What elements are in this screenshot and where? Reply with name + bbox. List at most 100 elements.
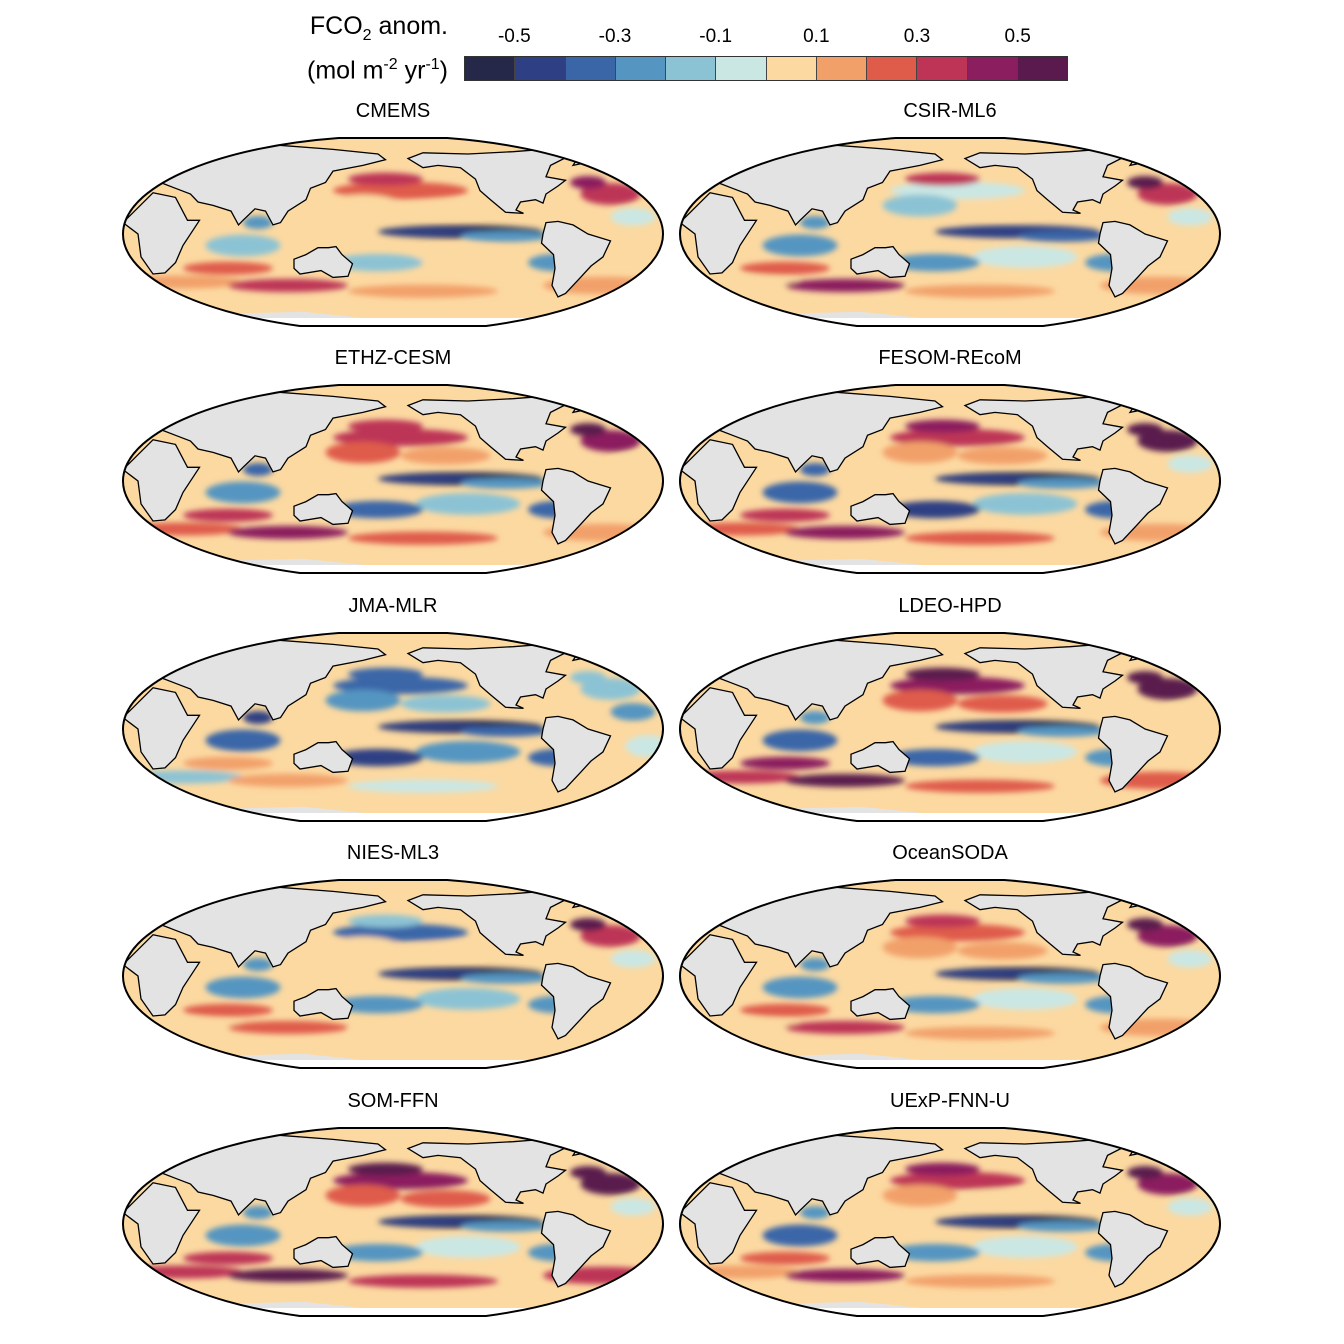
anomaly-region bbox=[415, 740, 521, 763]
anomaly-region bbox=[905, 419, 980, 433]
no-data-strip bbox=[680, 565, 1221, 573]
anomaly-region bbox=[243, 463, 273, 477]
anomaly-region bbox=[348, 172, 423, 186]
map-panel: ETHZ-CESM bbox=[119, 347, 667, 574]
anomaly-region bbox=[228, 1020, 348, 1034]
anomaly-region bbox=[680, 275, 800, 289]
panel-title: UExP-FNN-U bbox=[890, 1090, 1010, 1112]
anomaly-region bbox=[183, 508, 273, 522]
anomaly-region bbox=[325, 194, 401, 217]
anomaly-region bbox=[1127, 918, 1163, 932]
continent-land bbox=[123, 192, 201, 275]
world-map bbox=[679, 137, 1221, 327]
anomaly-region bbox=[348, 914, 423, 928]
ocean-field bbox=[680, 1128, 1221, 1316]
anomaly-region bbox=[972, 740, 1078, 763]
ocean-field bbox=[123, 633, 664, 821]
anomaly-region bbox=[400, 1190, 491, 1208]
anomaly-region bbox=[1167, 950, 1213, 968]
no-data-strip bbox=[123, 813, 664, 821]
anomaly-region bbox=[415, 987, 521, 1010]
anomaly-region bbox=[348, 531, 498, 545]
continent-land bbox=[540, 962, 612, 1040]
anomaly-region bbox=[680, 522, 800, 536]
anomaly-region bbox=[348, 1162, 423, 1176]
anomaly-region bbox=[957, 447, 1048, 465]
continent-land bbox=[709, 1134, 944, 1216]
map-panel: LDEO-HPD bbox=[676, 595, 1224, 822]
no-data-strip bbox=[680, 1060, 1221, 1068]
anomaly-region bbox=[123, 522, 243, 536]
anomaly-region bbox=[1127, 423, 1163, 437]
anomaly-region bbox=[882, 936, 958, 959]
anomaly-region bbox=[460, 1220, 551, 1232]
anomaly-region bbox=[205, 729, 281, 752]
anomaly-region bbox=[183, 756, 273, 770]
continent-land bbox=[293, 740, 354, 774]
anomaly-region bbox=[610, 950, 656, 968]
world-map bbox=[679, 1127, 1221, 1317]
continent-land bbox=[850, 1235, 911, 1269]
map-panel: JMA-MLR bbox=[119, 595, 667, 822]
map-outline bbox=[679, 632, 1221, 822]
map-outline bbox=[122, 384, 664, 574]
map-outline bbox=[122, 632, 664, 822]
colorbar-bin bbox=[666, 57, 717, 80]
ocean-field bbox=[680, 385, 1221, 573]
anomaly-region bbox=[243, 958, 273, 972]
continent-land bbox=[1097, 467, 1169, 545]
anomaly-region bbox=[785, 773, 905, 787]
anomaly-region bbox=[580, 678, 641, 700]
continent-land bbox=[123, 1182, 201, 1265]
anomaly-region bbox=[378, 474, 483, 484]
world-map bbox=[679, 879, 1221, 1069]
anomaly-region bbox=[570, 1166, 606, 1180]
continent-land bbox=[709, 391, 944, 473]
continent-land bbox=[152, 144, 387, 226]
anomaly-region bbox=[785, 278, 905, 292]
panel-title: SOM-FFN bbox=[347, 1090, 439, 1112]
anomaly-region bbox=[580, 183, 641, 205]
continent-land bbox=[1097, 220, 1169, 298]
anomaly-region bbox=[123, 1017, 243, 1031]
anomaly-region bbox=[957, 200, 1048, 218]
world-map bbox=[122, 137, 664, 327]
anomaly-region bbox=[348, 1274, 498, 1288]
anomaly-region bbox=[610, 1198, 656, 1216]
anomaly-region bbox=[1137, 1173, 1198, 1195]
world-map bbox=[679, 632, 1221, 822]
anomaly-region bbox=[243, 711, 273, 725]
anomaly-region bbox=[935, 227, 1040, 237]
anomaly-region bbox=[740, 756, 830, 770]
map-outline bbox=[679, 137, 1221, 327]
anomaly-region bbox=[123, 275, 243, 289]
anomaly-region bbox=[460, 230, 551, 242]
no-data-strip bbox=[123, 318, 664, 326]
continent-land bbox=[1097, 1210, 1169, 1288]
anomaly-region bbox=[762, 729, 838, 752]
anomaly-region bbox=[890, 995, 980, 1014]
anomaly-region bbox=[415, 245, 521, 268]
anomaly-region bbox=[1137, 183, 1198, 205]
map-outline bbox=[122, 879, 664, 1069]
anomaly-region bbox=[400, 695, 491, 713]
colorbar-bin bbox=[615, 57, 666, 80]
anomaly-region bbox=[610, 208, 656, 226]
anomaly-region bbox=[905, 172, 980, 186]
map-panel: NIES-ML3 bbox=[119, 842, 667, 1069]
colorbar-bin bbox=[867, 57, 918, 80]
anomaly-region bbox=[1017, 1220, 1108, 1232]
anomaly-region bbox=[460, 725, 551, 737]
anomaly-region bbox=[1167, 1198, 1213, 1216]
anomaly-region bbox=[333, 748, 423, 767]
panel-title: LDEO-HPD bbox=[898, 595, 1002, 617]
continent-land bbox=[293, 1235, 354, 1269]
anomaly-region bbox=[905, 667, 980, 681]
anomaly-region bbox=[570, 671, 606, 685]
anomaly-region bbox=[905, 914, 980, 928]
continent-land bbox=[152, 1134, 387, 1216]
continent-land bbox=[680, 687, 758, 770]
anomaly-region bbox=[205, 1224, 281, 1247]
continent-land bbox=[540, 715, 612, 793]
anomaly-region bbox=[228, 525, 348, 539]
